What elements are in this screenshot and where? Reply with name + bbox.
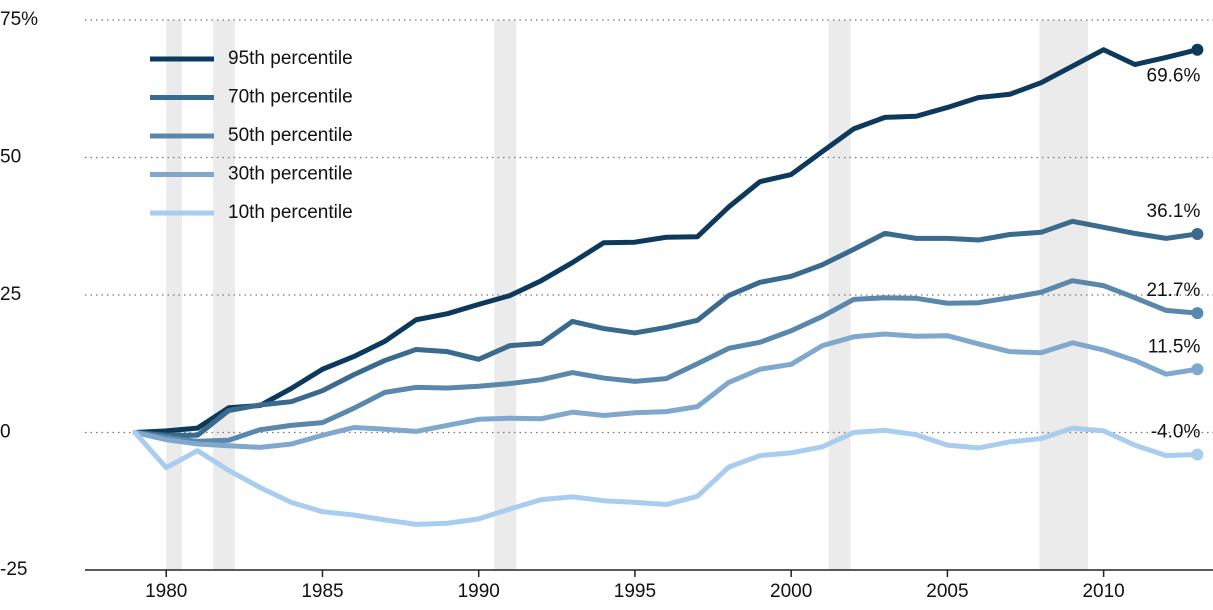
series-line [132,218,1200,438]
recession-band [213,20,235,570]
series-line [132,47,1200,435]
end-point [1191,43,1204,56]
end-point [1191,227,1204,240]
y-tick-label: -25 [0,559,27,580]
end-point [1191,307,1204,320]
value-label: 69.6% [1147,66,1201,87]
x-tick-label: 2000 [770,581,812,602]
legend-label: 10th percentile [228,202,353,223]
end-point [1191,448,1204,461]
series-line [132,278,1200,444]
x-tick-label: 1980 [145,581,187,602]
y-tick-label: 0 [0,422,11,443]
y-tick-label: 25 [0,284,21,305]
end-point [1191,363,1204,376]
series-line [132,331,1200,450]
y-tick-label: 50 [0,147,21,168]
x-tick-label: 2005 [926,581,968,602]
x-tick-label: 1990 [458,581,500,602]
value-label: 11.5% [1148,336,1201,357]
x-tick-label: 2010 [1082,581,1124,602]
value-label: 36.1% [1147,201,1201,222]
legend-label: 70th percentile [228,87,353,108]
value-label: -4.0% [1151,422,1201,443]
legend-label: 30th percentile [228,164,353,185]
value-label: 21.7% [1147,280,1201,301]
x-tick-label: 1995 [614,581,656,602]
series-line [132,425,1200,527]
y-tick-label: 75% [0,9,38,30]
legend-label: 95th percentile [228,48,353,69]
x-tick-label: 1985 [301,581,343,602]
legend-label: 50th percentile [228,125,353,146]
